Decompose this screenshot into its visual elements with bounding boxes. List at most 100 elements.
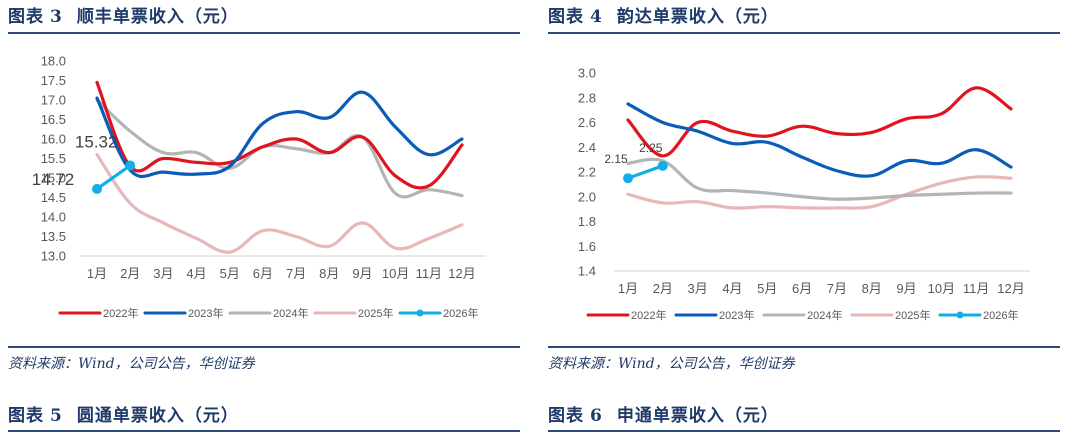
legend-item-2022: 2022年 xyxy=(58,306,138,320)
figure-4-title: 图表 4 韵达单票收入（元） xyxy=(548,2,779,27)
y-tick-label: 1.8 xyxy=(578,214,596,229)
legend-label: 2025年 xyxy=(358,306,393,320)
series-line-2025 xyxy=(626,175,1013,210)
title-rule xyxy=(548,32,1060,34)
series-line-2023 xyxy=(95,90,464,179)
x-tick-label: 11月 xyxy=(963,281,990,296)
y-tick-label: 16.0 xyxy=(41,132,66,147)
legend-item-2022: 2022年 xyxy=(586,308,666,322)
x-tick-label: 1月 xyxy=(87,266,107,281)
x-tick-label: 2月 xyxy=(120,266,140,281)
figure-label: 图表 xyxy=(548,406,584,426)
figure-label: 图表 xyxy=(548,7,584,27)
series-line-2026 xyxy=(626,164,665,180)
y-tick-label: 13.0 xyxy=(41,249,66,264)
legend-label: 2022年 xyxy=(631,308,666,322)
y-tick-label: 2.6 xyxy=(578,115,596,130)
legend-label: 2024年 xyxy=(273,306,308,320)
figure-title-text: 申通单票收入（元） xyxy=(616,406,779,426)
x-tick-label: 4月 xyxy=(722,281,742,296)
legend-item-2026: 2026年 xyxy=(398,306,478,320)
legend-marker xyxy=(416,309,424,317)
figure-5-title: 图表 5 圆通单票收入（元） xyxy=(8,401,239,426)
x-tick-label: 5月 xyxy=(220,266,240,281)
series-line-2026 xyxy=(95,163,132,191)
legend-label: 2024年 xyxy=(807,308,842,322)
y-tick-label: 3.0 xyxy=(578,66,596,81)
legend-item-2024: 2024年 xyxy=(228,306,308,320)
legend-marker xyxy=(956,311,964,319)
figure-3-title: 图表 3 顺丰单票收入（元） xyxy=(8,2,239,27)
y-tick-label: 2.2 xyxy=(578,165,596,180)
x-tick-label: 9月 xyxy=(896,281,916,296)
y-tick-label: 1.4 xyxy=(578,264,596,279)
y-tick-label: 14.0 xyxy=(41,210,66,225)
figure-3-panel: 图表 3 顺丰单票收入（元） 18.0 17.5 17.0 16.5 16.0 15.5 15.… xyxy=(8,0,528,440)
x-tick-label: 1月 xyxy=(618,281,638,296)
legend-item-2023: 2023年 xyxy=(143,306,223,320)
figure-label: 图表 xyxy=(8,406,44,426)
title-rule xyxy=(548,430,1060,432)
x-tick-label: 12月 xyxy=(448,266,475,281)
figure-number: 5 xyxy=(50,406,63,426)
x-tick-label: 9月 xyxy=(352,266,372,281)
x-tick-label: 7月 xyxy=(827,281,847,296)
x-tick-label: 6月 xyxy=(253,266,273,281)
series-line-2024 xyxy=(95,98,464,199)
figure-6-title: 图表 6 申通单票收入（元） xyxy=(548,401,779,426)
y-tick-label: 1.6 xyxy=(578,239,596,254)
x-tick-label: 4月 xyxy=(186,266,206,281)
legend-label: 2026年 xyxy=(443,306,478,320)
legend-item-2023: 2023年 xyxy=(674,308,754,322)
legend-label: 2022年 xyxy=(103,306,138,320)
x-tick-label: 8月 xyxy=(862,281,882,296)
source-rule xyxy=(548,346,1060,348)
legend-label: 2023年 xyxy=(719,308,754,322)
data-label: 15.32 xyxy=(75,133,118,152)
title-rule xyxy=(8,430,520,432)
data-point-marker xyxy=(657,160,668,171)
y-tick-label: 2.4 xyxy=(578,140,596,155)
series-line-2023 xyxy=(626,102,1013,178)
legend-label: 2023年 xyxy=(188,306,223,320)
figure-4-panel: 图表 4 韵达单票收入（元） 3.0 2.8 2.6 2.4 2.2 2.0 1.8 1.6 1.4… xyxy=(548,0,1066,440)
series-line-2022 xyxy=(626,86,1013,158)
figure-title-text: 韵达单票收入（元） xyxy=(616,7,779,27)
legend-item-2025: 2025年 xyxy=(313,306,393,320)
y-tick-label: 16.5 xyxy=(41,112,66,127)
x-tick-label: 5月 xyxy=(757,281,777,296)
title-rule xyxy=(8,32,520,34)
y-tick-label: 13.5 xyxy=(41,229,66,244)
figure-title-text: 顺丰单票收入（元） xyxy=(76,7,239,27)
y-tick-label: 15.0 xyxy=(41,171,66,186)
data-label: 2.15 xyxy=(604,152,628,166)
y-tick-label: 15.5 xyxy=(41,151,66,166)
source-note: 资料来源：Wind，公司公告，华创证券 xyxy=(548,356,795,372)
chart-sf-unit-revenue: 18.0 17.5 17.0 16.5 16.0 15.5 15.0 14.5 14.0 13.5… xyxy=(32,54,486,320)
source-rule xyxy=(8,346,520,348)
x-tick-label: 11月 xyxy=(416,266,443,281)
legend-label: 2025年 xyxy=(895,308,930,322)
figure-label: 图表 xyxy=(8,7,44,27)
source-note: 资料来源：Wind，公司公告，华创证券 xyxy=(8,356,255,372)
x-tick-label: 7月 xyxy=(286,266,306,281)
figure-title-text: 圆通单票收入（元） xyxy=(76,406,239,426)
y-tick-label: 14.5 xyxy=(41,190,66,205)
figure-number: 3 xyxy=(50,7,63,27)
y-tick-label: 17.0 xyxy=(41,93,66,108)
x-tick-label: 10月 xyxy=(382,266,409,281)
data-label: 14.72 xyxy=(32,170,75,189)
y-tick-label: 2.0 xyxy=(578,189,596,204)
x-tick-label: 3月 xyxy=(153,266,173,281)
x-tick-label: 2月 xyxy=(653,281,673,296)
data-point-marker xyxy=(623,173,633,184)
series-line-2025 xyxy=(95,153,464,254)
y-tick-label: 17.5 xyxy=(41,73,66,88)
figure-number: 6 xyxy=(590,406,603,426)
legend-item-2025: 2025年 xyxy=(850,308,930,322)
series-line-2024 xyxy=(626,157,1013,201)
y-tick-label: 18.0 xyxy=(41,54,66,69)
legend-label: 2026年 xyxy=(983,308,1018,322)
data-point-marker xyxy=(92,183,102,194)
legend-item-2024: 2024年 xyxy=(762,308,842,322)
